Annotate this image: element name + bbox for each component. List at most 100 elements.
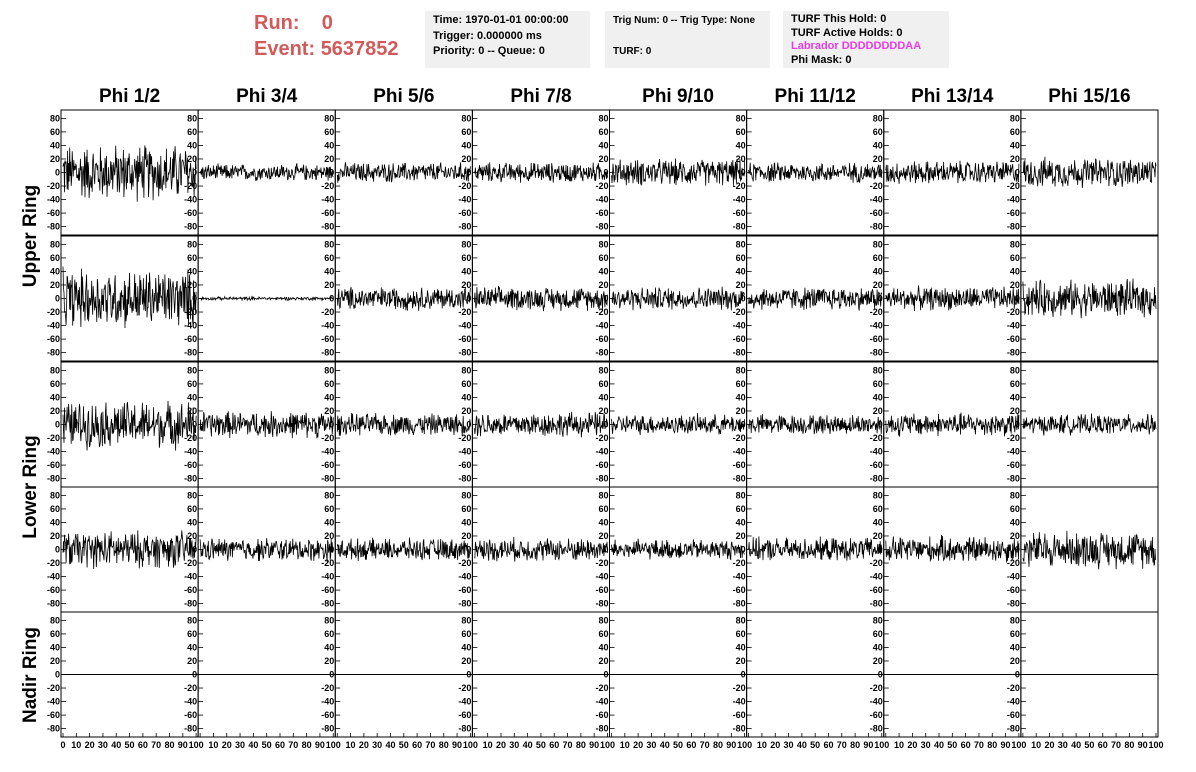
waveform-trace [1023,531,1156,569]
waveform-trace [612,413,745,435]
y-tick-label: -80 [870,599,883,609]
y-tick-label: -80 [321,222,334,232]
y-tick-label: 20 [50,280,60,290]
y-tick-label: -40 [184,572,197,582]
y-tick-label: -40 [870,195,883,205]
y-tick-label: 40 [873,642,883,652]
y-tick-label: -20 [321,558,334,568]
x-tick-label: 70 [837,740,847,750]
waveform-trace [63,267,196,328]
x-tick-label: 100 [189,740,204,750]
y-tick-label: -60 [1007,710,1020,720]
waveform-trace [749,288,882,311]
x-tick-label: 100 [463,740,478,750]
y-tick-label: 0 [329,168,334,178]
y-tick-label: 80 [50,113,60,123]
waveform-trace [612,539,745,560]
x-tick-label: 60 [275,740,285,750]
waveform-trace [749,536,882,560]
y-tick-label: 80 [873,615,883,625]
x-tick-label: 80 [576,740,586,750]
y-tick-label: -40 [321,697,334,707]
x-tick-label: 20 [85,740,95,750]
y-tick-label: -80 [1007,222,1020,232]
y-tick-label: -80 [184,724,197,734]
waveform-trace [63,145,196,201]
y-tick-label: 40 [461,642,471,652]
waveform-trace [474,162,607,182]
y-tick-label: 80 [598,239,608,249]
y-tick-label: 80 [736,490,746,500]
y-tick-label: 60 [1010,253,1020,263]
y-tick-label: 20 [873,531,883,541]
y-tick-label: 60 [736,127,746,137]
waveform-trace [1023,279,1156,319]
y-tick-label: -60 [458,710,471,720]
y-tick-label: -80 [184,599,197,609]
y-tick-label: 40 [736,140,746,150]
y-tick-label: -60 [47,710,60,720]
y-tick-label: 80 [324,615,334,625]
y-tick-label: 80 [187,615,197,625]
x-tick-label: 20 [222,740,232,750]
y-tick-label: -40 [458,697,471,707]
y-tick-label: 20 [50,154,60,164]
y-tick-label: -60 [870,460,883,470]
y-tick-label: 20 [736,656,746,666]
y-tick-label: 40 [50,642,60,652]
y-tick-label: 20 [1010,531,1020,541]
y-tick-label: -60 [733,208,746,218]
y-tick-label: 40 [187,140,197,150]
y-tick-label: 80 [324,490,334,500]
y-tick-label: 80 [50,490,60,500]
y-tick-label: 0 [603,545,608,555]
y-tick-label: -20 [184,181,197,191]
y-tick-label: -20 [458,181,471,191]
y-tick-label: -20 [870,558,883,568]
y-tick-label: -80 [870,474,883,484]
x-tick-label: 60 [686,740,696,750]
x-tick-label: 90 [863,740,873,750]
y-tick-label: 40 [187,392,197,402]
y-tick-label: -60 [321,585,334,595]
y-tick-label: 80 [736,113,746,123]
y-tick-label: 60 [461,253,471,263]
x-tick-label: 50 [262,740,272,750]
y-tick-label: 40 [324,392,334,402]
y-tick-label: -20 [1007,433,1020,443]
y-tick-label: 0 [1015,545,1020,555]
x-tick-label: 90 [589,740,599,750]
y-tick-label: 40 [50,392,60,402]
y-tick-label: 40 [324,517,334,527]
y-tick-label: -40 [870,447,883,457]
x-tick-label: 70 [425,740,435,750]
y-tick-label: 40 [598,140,608,150]
y-tick-label: -40 [458,195,471,205]
y-tick-label: 40 [736,392,746,402]
y-tick-label: 40 [50,140,60,150]
y-tick-label: -60 [321,460,334,470]
waveform-trace [337,162,470,183]
y-tick-label: 20 [598,280,608,290]
y-tick-label: 80 [598,365,608,375]
y-tick-label: -40 [47,697,60,707]
y-tick-label: -20 [1007,683,1020,693]
y-tick-label: 20 [324,154,334,164]
y-tick-label: -60 [1007,585,1020,595]
y-tick-label: -40 [1007,195,1020,205]
y-tick-label: -20 [321,433,334,443]
y-tick-label: 0 [329,420,334,430]
y-tick-label: 40 [461,140,471,150]
y-tick-label: 80 [736,239,746,249]
y-tick-label: 0 [55,168,60,178]
y-tick-label: -40 [47,195,60,205]
y-tick-label: 80 [873,365,883,375]
y-tick-label: 20 [598,531,608,541]
x-tick-label: 90 [1001,740,1011,750]
y-tick-label: 40 [873,140,883,150]
y-tick-label: 0 [741,420,746,430]
x-tick-label: 60 [138,740,148,750]
y-tick-label: -40 [321,195,334,205]
y-tick-label: -80 [1007,474,1020,484]
y-tick-label: 60 [598,379,608,389]
